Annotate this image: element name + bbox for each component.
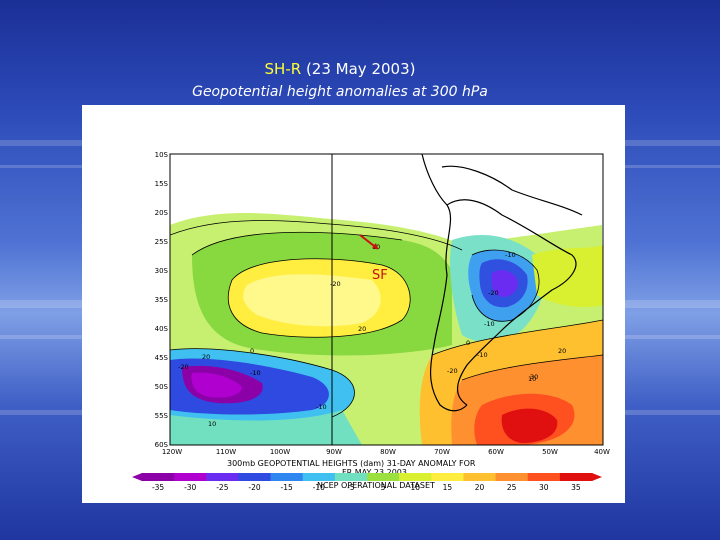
plot-frame (169, 153, 604, 446)
latitude-labels: 10S 15S 20S 25S 30S 35S 40S 45S 50S 55S … (155, 151, 169, 449)
contour-label: -10 (484, 320, 495, 328)
contour-label: 10 (528, 375, 536, 383)
contour-label: -20 (178, 363, 189, 371)
lon-label: 100W (270, 448, 290, 456)
colorbar-tick-label: 5 (381, 483, 386, 492)
contour-label: 20 (558, 347, 566, 355)
lat-label: 35S (155, 296, 169, 304)
lat-label: 10S (155, 151, 169, 159)
colorbar-tick-label: -5 (347, 483, 355, 492)
lat-label: 25S (155, 238, 169, 246)
lon-label: 120W (162, 448, 182, 456)
lat-label: 20S (155, 209, 169, 217)
lon-label: 70W (434, 448, 450, 456)
contour-label: 30 (530, 373, 538, 381)
map-panel: 10S 15S 20S 25S 30S 35S 40S 45S 50S 55S … (82, 105, 625, 503)
colorbar-swatch (431, 473, 464, 481)
colorbar-tick-label: 30 (539, 483, 549, 492)
colorbar-tick-label: -20 (248, 483, 260, 492)
colorbar-right-arrow-icon (592, 473, 602, 481)
caption-line-1: 300mb GEOPOTENTIAL HEIGHTS (dam) 31-DAY … (227, 459, 476, 468)
contour-label: 20 (358, 325, 366, 333)
colorbar-swatch (399, 473, 432, 481)
lon-label: 50W (542, 448, 558, 456)
title-tag: SH-R (264, 60, 302, 78)
colorbar-swatch (270, 473, 304, 481)
anomaly-fields (170, 154, 603, 445)
colorbar (132, 473, 602, 481)
colorbar-swatch (238, 473, 272, 481)
contour-label: -10 (505, 251, 516, 259)
slide-subtitle: Geopotential height anomalies at 300 hPa (192, 84, 488, 100)
colorbar-tick-label: 10 (410, 483, 420, 492)
contour-label: 0 (466, 339, 470, 347)
contour-label: -20 (330, 280, 341, 288)
coastlines (421, 154, 583, 412)
colorbar-tick-label: 25 (507, 483, 517, 492)
contour-label: -10 (477, 351, 488, 359)
contour-label: -20 (488, 289, 499, 297)
lon-label: 60W (488, 448, 504, 456)
contour-lines (170, 220, 603, 418)
title-date: (23 May 2003) (305, 60, 416, 78)
lat-label: 60S (155, 441, 169, 449)
colorbar-tick-label: -35 (152, 483, 164, 492)
colorbar-tick-label: 20 (475, 483, 485, 492)
colorbar-tick-label: -10 (313, 483, 325, 492)
colorbar-swatch (206, 473, 239, 481)
colorbar-swatch (174, 473, 207, 481)
lon-label: 80W (380, 448, 396, 456)
slide-title: SH-R (23 May 2003) (0, 60, 680, 78)
map-caption: 300mb GEOPOTENTIAL HEIGHTS (dam) 31-DAY … (227, 459, 476, 490)
contour-label: 0 (250, 347, 254, 355)
colorbar-labels: -35 -30 -25 -20 -15 -10 -5 5 10 15 20 25 30 35 (152, 483, 581, 492)
lon-label: 110W (216, 448, 236, 456)
lat-label: 30S (155, 267, 169, 275)
colorbar-tick-label: 35 (571, 483, 581, 492)
caption-line-2: FR MAY 23 2003 (342, 468, 407, 477)
lat-label: 40S (155, 325, 169, 333)
contour-label: 20 (202, 353, 210, 361)
colorbar-swatch (495, 473, 529, 481)
colorbar-swatch (527, 473, 561, 481)
contour-label: -20 (447, 367, 458, 375)
lat-label: 15S (155, 180, 169, 188)
colorbar-left-arrow-icon (132, 473, 142, 481)
colorbar-swatch (559, 473, 593, 481)
colorbar-tick-label: 15 (443, 483, 453, 492)
caption-line-3: NCEP OPERATIONAL DATASET (317, 481, 435, 490)
lon-label: 40W (594, 448, 610, 456)
contour-label: 10 (208, 420, 216, 428)
colorbar-swatch (367, 473, 400, 481)
sf-annotation: SF (359, 234, 388, 283)
colorbar-tick-label: -15 (281, 483, 293, 492)
colorbar-swatch (334, 473, 368, 481)
colorbar-swatch (142, 473, 175, 481)
contour-label: -10 (250, 369, 261, 377)
anomaly-map: 10S 15S 20S 25S 30S 35S 40S 45S 50S 55S … (132, 151, 610, 492)
colorbar-swatch (463, 473, 497, 481)
colorbar-swatch (302, 473, 336, 481)
contour-label: -10 (316, 403, 327, 411)
colorbar-tick-label: -25 (216, 483, 228, 492)
longitude-labels: 120W 110W 100W 90W 80W 70W 60W 50W 40W (162, 448, 610, 456)
lat-label: 50S (155, 383, 169, 391)
lat-label: 55S (155, 412, 169, 420)
sf-label: SF (372, 268, 388, 283)
colorbar-tick-label: -30 (184, 483, 196, 492)
lon-label: 90W (326, 448, 342, 456)
lat-label: 45S (155, 354, 169, 362)
